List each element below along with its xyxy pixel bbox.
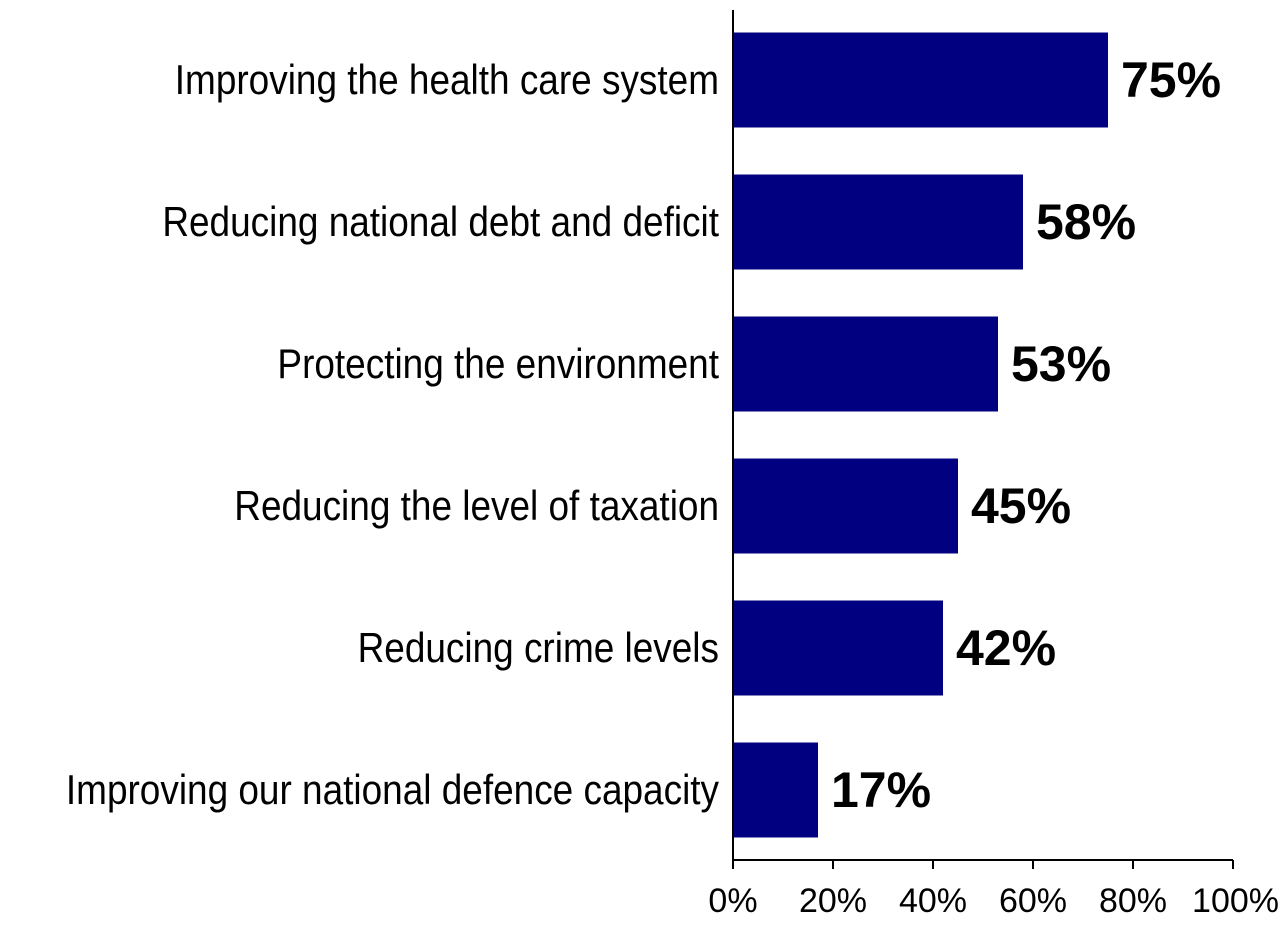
bar-0 (733, 32, 1108, 128)
value-label-4: 42% (956, 620, 1056, 676)
bars-group (733, 32, 1108, 838)
bar-3 (733, 458, 958, 554)
category-label-3: Reducing the level of taxation (234, 483, 719, 530)
value-labels-group: 75% 58% 53% 45% 42% 17% (831, 52, 1221, 818)
x-tick-label-3: 60% (999, 882, 1067, 920)
x-tick-label-5: 100% (1192, 882, 1279, 920)
x-tick-label-0: 0% (708, 882, 757, 920)
value-label-5: 17% (831, 762, 931, 818)
bar-4 (733, 600, 943, 696)
x-ticks-group: 0% 20% 40% 60% 80% 100% (708, 860, 1279, 920)
bar-5 (733, 742, 818, 838)
category-label-2: Protecting the environment (277, 341, 719, 388)
value-label-3: 45% (971, 478, 1071, 534)
bar-2 (733, 316, 998, 412)
value-label-0: 75% (1121, 52, 1221, 108)
category-label-0: Improving the health care system (175, 57, 719, 104)
x-tick-label-2: 40% (899, 882, 967, 920)
x-tick-label-1: 20% (799, 882, 867, 920)
category-labels-group: Improving the health care system Reducing… (66, 57, 719, 814)
value-label-2: 53% (1011, 336, 1111, 392)
bar-1 (733, 174, 1023, 270)
value-label-1: 58% (1036, 194, 1136, 250)
category-label-1: Reducing national debt and deficit (162, 199, 719, 246)
axes-group (732, 10, 1233, 861)
category-label-5: Improving our national defence capacity (66, 767, 719, 814)
x-tick-label-4: 80% (1099, 882, 1167, 920)
category-label-4: Reducing crime levels (358, 625, 719, 672)
